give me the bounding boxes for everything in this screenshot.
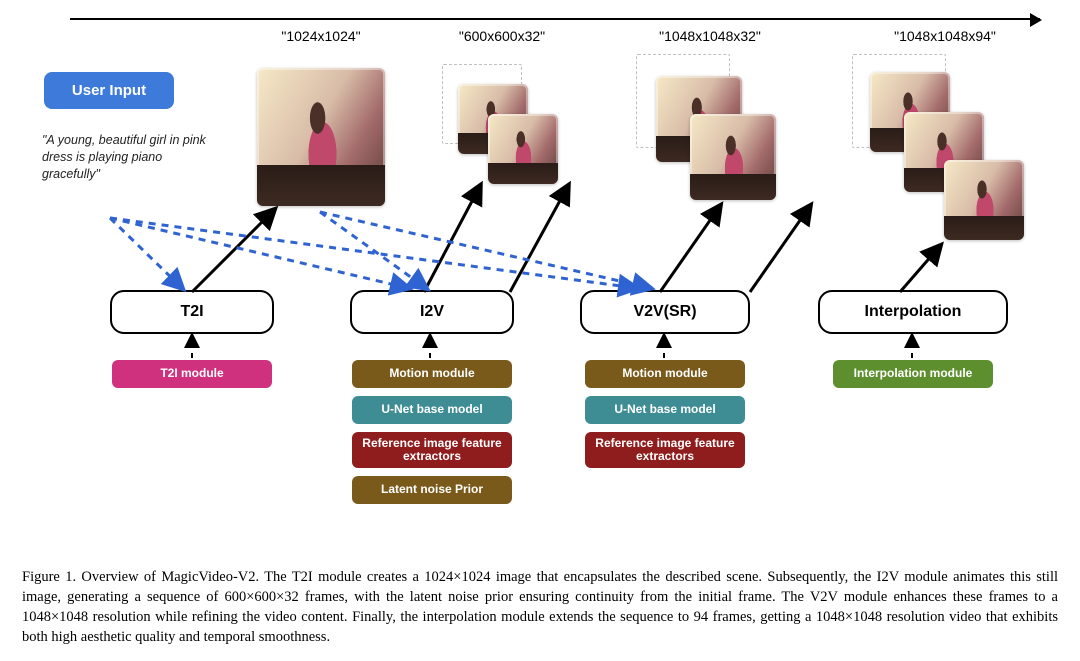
dim-label-0: "1024x1024" bbox=[281, 28, 360, 44]
preview-v2v-frame-1 bbox=[690, 114, 776, 200]
stage-i2v: I2V bbox=[350, 290, 514, 334]
module-i2v-0: Motion module bbox=[352, 360, 512, 388]
figure-caption: Figure 1. Overview of MagicVideo-V2. The… bbox=[22, 567, 1058, 647]
module-v2v-2: Reference image feature extractors bbox=[585, 432, 745, 468]
timeline-arrow bbox=[70, 18, 1040, 20]
preview-t2i bbox=[257, 68, 385, 206]
module-v2v-0: Motion module bbox=[585, 360, 745, 388]
module-interp-0: Interpolation module bbox=[833, 360, 993, 388]
stage-t2i: T2I bbox=[110, 290, 274, 334]
dim-label-3: "1048x1048x94" bbox=[894, 28, 996, 44]
stage-interp: Interpolation bbox=[818, 290, 1008, 334]
module-i2v-1: U-Net base model bbox=[352, 396, 512, 424]
dim-label-2: "1048x1048x32" bbox=[659, 28, 761, 44]
module-v2v-1: U-Net base model bbox=[585, 396, 745, 424]
stage-v2v: V2V(SR) bbox=[580, 290, 750, 334]
module-i2v-2: Reference image feature extractors bbox=[352, 432, 512, 468]
diagram-canvas: "1024x1024" "600x600x32" "1048x1048x32" … bbox=[10, 10, 1070, 520]
dim-label-1: "600x600x32" bbox=[459, 28, 545, 44]
preview-interp-frame-2 bbox=[944, 160, 1024, 240]
module-i2v-3: Latent noise Prior bbox=[352, 476, 512, 504]
preview-i2v-frame-1 bbox=[488, 114, 558, 184]
prompt-text: "A young, beautiful girl in pink dress i… bbox=[42, 132, 210, 183]
module-t2i-0: T2I module bbox=[112, 360, 272, 388]
user-input-badge: User Input bbox=[44, 72, 174, 109]
